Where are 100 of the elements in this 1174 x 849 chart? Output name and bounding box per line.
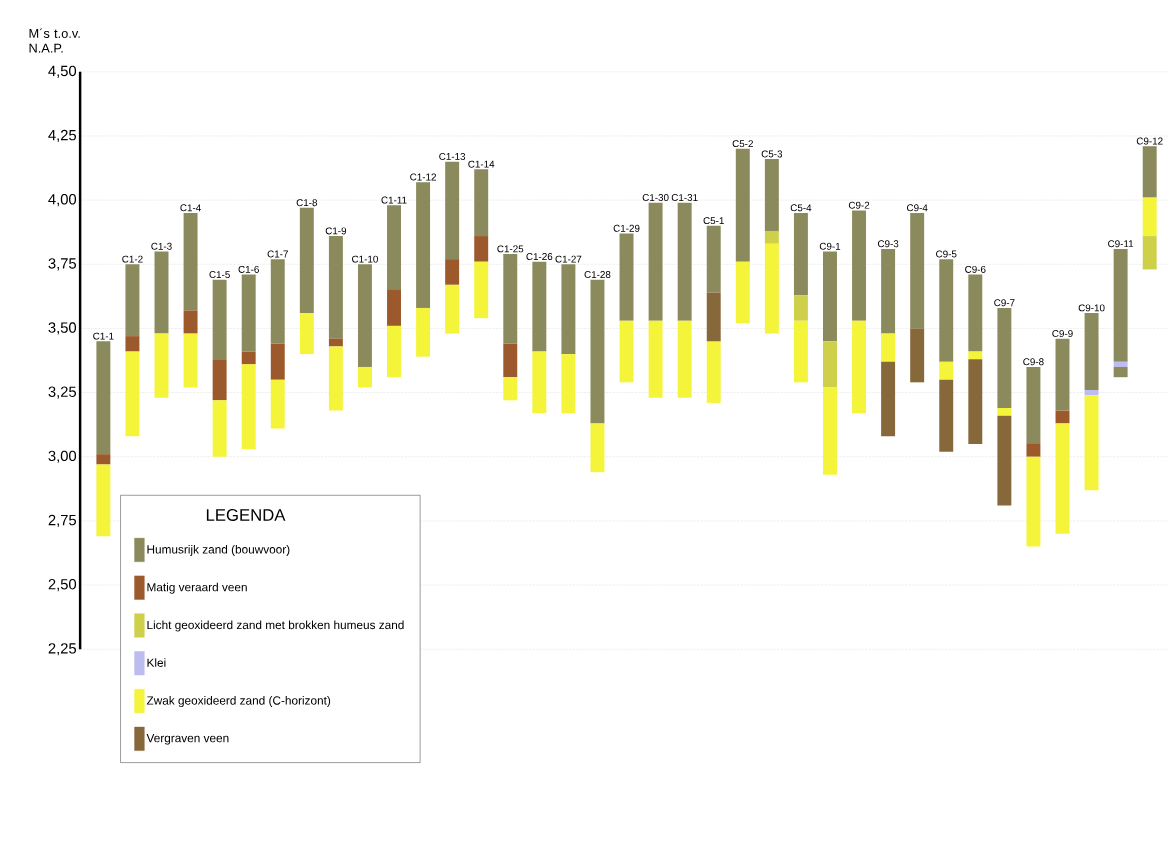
bar — [1055, 423, 1070, 534]
bar — [677, 320, 692, 398]
bar — [387, 205, 401, 290]
bar — [474, 169, 489, 237]
bar — [823, 387, 837, 475]
bar — [299, 313, 314, 355]
bar — [212, 359, 227, 401]
bar — [445, 284, 460, 334]
y-tick-label: 3,50 — [48, 322, 77, 335]
bar — [154, 333, 169, 398]
bar — [706, 292, 721, 342]
bar — [125, 264, 140, 337]
x-tick-label: C9-10 — [1078, 304, 1105, 312]
y-tick-label: 3,75 — [48, 258, 77, 271]
bar — [1142, 236, 1157, 270]
x-tick-label: C1-30 — [642, 194, 669, 202]
x-tick-label: C9-3 — [877, 240, 899, 248]
x-tick-label: C1-14 — [468, 160, 495, 168]
legend-label: Matig veraard veen — [147, 582, 247, 594]
bar — [328, 338, 343, 347]
bar — [561, 264, 576, 355]
x-tick-label: C9-6 — [965, 265, 986, 273]
bar — [503, 343, 518, 378]
bar — [125, 351, 140, 437]
x-tick-label: C9-4 — [907, 204, 928, 212]
bar — [852, 210, 867, 321]
bar — [1026, 366, 1041, 444]
x-tick-label: C1-1 — [93, 332, 114, 340]
bar — [183, 310, 198, 334]
y-axis-title: M´s t.o.v. N.A.P. — [29, 28, 80, 53]
bar — [474, 261, 489, 319]
bar — [1113, 248, 1128, 362]
x-tick-label: C1-31 — [671, 194, 698, 202]
y-tick-label: 3,25 — [48, 386, 77, 399]
bar — [590, 423, 605, 473]
x-tick-label: C9-1 — [819, 242, 841, 250]
x-tick-label: C1-10 — [352, 255, 378, 263]
x-tick-label: C9-9 — [1052, 330, 1073, 338]
bar — [793, 212, 808, 296]
bar — [328, 236, 343, 339]
bar — [416, 182, 431, 308]
bar — [357, 264, 372, 367]
bar — [1113, 361, 1128, 367]
bar — [793, 320, 808, 383]
legend-label: Zwak geoxideerd zand (C-horizont) — [146, 696, 331, 708]
bar — [939, 259, 954, 362]
bar — [241, 351, 256, 365]
bar — [445, 161, 460, 260]
bar — [299, 207, 314, 314]
bar — [270, 379, 285, 429]
x-tick-label: C1-26 — [526, 253, 553, 261]
bar — [183, 212, 198, 311]
bar — [1026, 443, 1041, 457]
x-tick-label: C9-12 — [1136, 137, 1163, 145]
bar — [503, 377, 518, 401]
bar — [1084, 390, 1099, 396]
bar — [823, 341, 837, 388]
bar — [590, 279, 605, 424]
bar — [735, 148, 750, 262]
x-tick-label: C9-5 — [936, 250, 957, 258]
bar — [910, 212, 925, 329]
bar — [532, 351, 547, 414]
bar — [939, 361, 954, 380]
bar — [1026, 456, 1041, 547]
x-tick-label: C1-3 — [151, 242, 172, 250]
x-tick-label: C5-4 — [790, 204, 812, 212]
bar — [997, 307, 1012, 409]
bar — [1084, 313, 1099, 391]
bar — [561, 354, 576, 414]
y-tick-label: 2,75 — [48, 514, 77, 528]
x-tick-label: C1-4 — [180, 204, 201, 212]
bar — [735, 261, 750, 324]
x-tick-label: C1-25 — [497, 245, 524, 253]
bar — [270, 343, 285, 380]
x-tick-label: C9-2 — [848, 201, 870, 209]
x-tick-label: C1-8 — [296, 199, 318, 207]
x-tick-label: C1-13 — [439, 153, 466, 160]
y-tick-label: 3,00 — [48, 450, 77, 463]
bar — [968, 351, 983, 360]
x-tick-label: C1-5 — [209, 271, 230, 279]
bar — [1113, 366, 1128, 378]
bar — [619, 233, 634, 321]
bar — [793, 295, 808, 321]
bar — [503, 254, 518, 344]
bar — [387, 289, 401, 326]
bar — [416, 307, 431, 357]
bar — [910, 328, 925, 383]
bar — [212, 400, 227, 457]
bar — [968, 274, 983, 352]
bar — [212, 279, 227, 360]
bar — [474, 236, 489, 262]
y-tick-label: 4,50 — [48, 65, 77, 78]
bar — [881, 248, 896, 334]
bar — [619, 320, 634, 383]
x-tick-label: C9-11 — [1108, 240, 1134, 248]
bar — [357, 366, 372, 388]
x-tick-label: C1-6 — [238, 265, 259, 273]
x-tick-label: C5-2 — [732, 140, 753, 148]
bar — [648, 320, 663, 398]
x-tick-label: C1-9 — [325, 227, 347, 235]
